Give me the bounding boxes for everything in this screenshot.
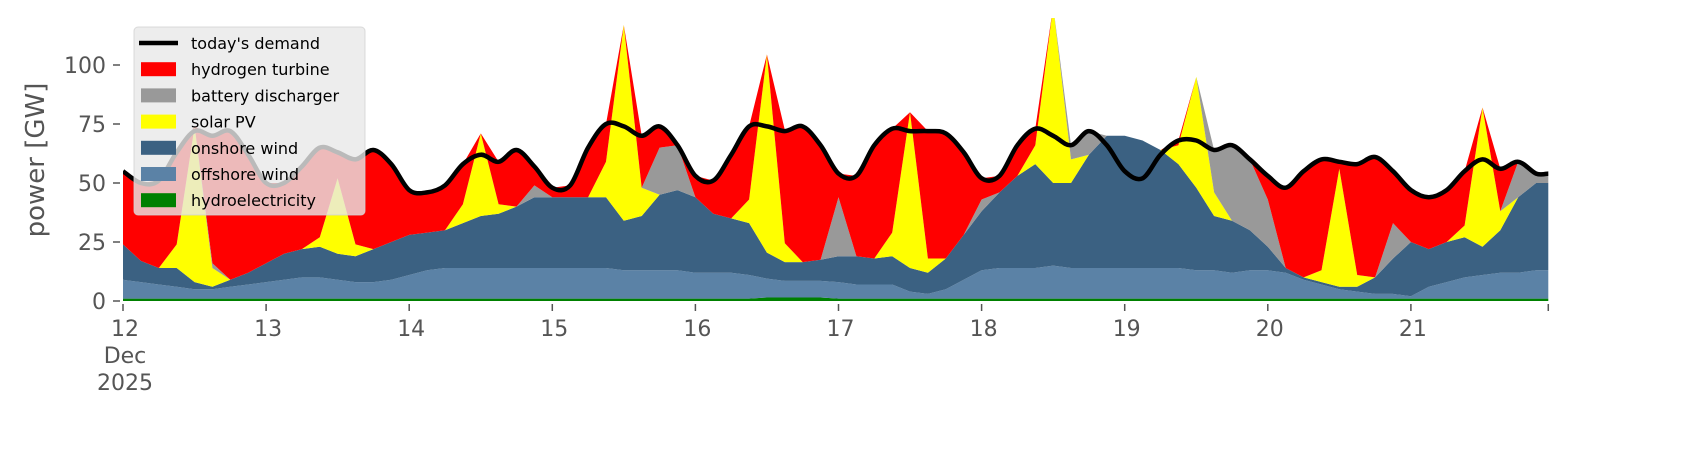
y-axis: 0 25 50 75 100 xyxy=(64,54,120,315)
y-tick-label: 75 xyxy=(78,113,106,138)
legend-label: hydrogen turbine xyxy=(191,60,330,79)
y-tick-label: 25 xyxy=(78,231,106,256)
x-tick-label: 13 xyxy=(254,317,282,342)
x-tick-label: 19 xyxy=(1113,317,1141,342)
legend-item: battery discharger xyxy=(141,86,339,105)
legend-item: solar PV xyxy=(141,113,256,132)
area-onshore-wind xyxy=(123,135,1549,297)
legend-item: onshore wind xyxy=(141,139,298,158)
y-axis-label: power [GW] xyxy=(21,83,51,238)
legend-item: hydrogen turbine xyxy=(141,60,330,79)
legend-label: battery discharger xyxy=(191,86,339,105)
x-tick-label: 12 xyxy=(111,317,139,342)
area-battery-discharger xyxy=(123,18,1549,280)
area-hydrogen-turbine xyxy=(123,18,1549,280)
legend-item: hydroelectricity xyxy=(141,191,316,210)
legend-box xyxy=(133,26,366,216)
y-tick-label: 50 xyxy=(78,172,106,197)
y-tick-label: 100 xyxy=(64,54,106,79)
legend-label: onshore wind xyxy=(191,139,298,158)
x-tick-label: 15 xyxy=(540,317,568,342)
legend-label: hydroelectricity xyxy=(191,191,316,210)
legend: today's demand hydrogen turbine battery di… xyxy=(133,26,366,216)
x-tick-label: 21 xyxy=(1399,317,1427,342)
legend-swatch xyxy=(141,62,176,77)
legend-item: offshore wind xyxy=(141,165,299,184)
legend-swatch xyxy=(141,114,176,129)
x-tick-label: 14 xyxy=(397,317,425,342)
area-offshore-wind xyxy=(123,265,1549,299)
x-tick-label: 18 xyxy=(970,317,998,342)
legend-swatch xyxy=(141,140,176,155)
area-hydroelectricity xyxy=(123,297,1549,301)
x-tick-label: 16 xyxy=(683,317,711,342)
legend-label: offshore wind xyxy=(191,165,299,184)
stacked-areas xyxy=(123,18,1549,301)
legend-swatch xyxy=(141,193,176,208)
x-tick-label: 20 xyxy=(1256,317,1284,342)
legend-label: solar PV xyxy=(191,113,256,132)
y-tick-label: 0 xyxy=(92,290,106,315)
legend-item: today's demand xyxy=(139,34,320,53)
x-tick-label: Dec xyxy=(104,344,147,369)
legend-label: today's demand xyxy=(191,34,320,53)
x-tick-label: 17 xyxy=(827,317,855,342)
legend-swatch xyxy=(141,167,176,181)
x-tick-label: 2025 xyxy=(97,371,153,396)
legend-swatch xyxy=(141,88,176,103)
